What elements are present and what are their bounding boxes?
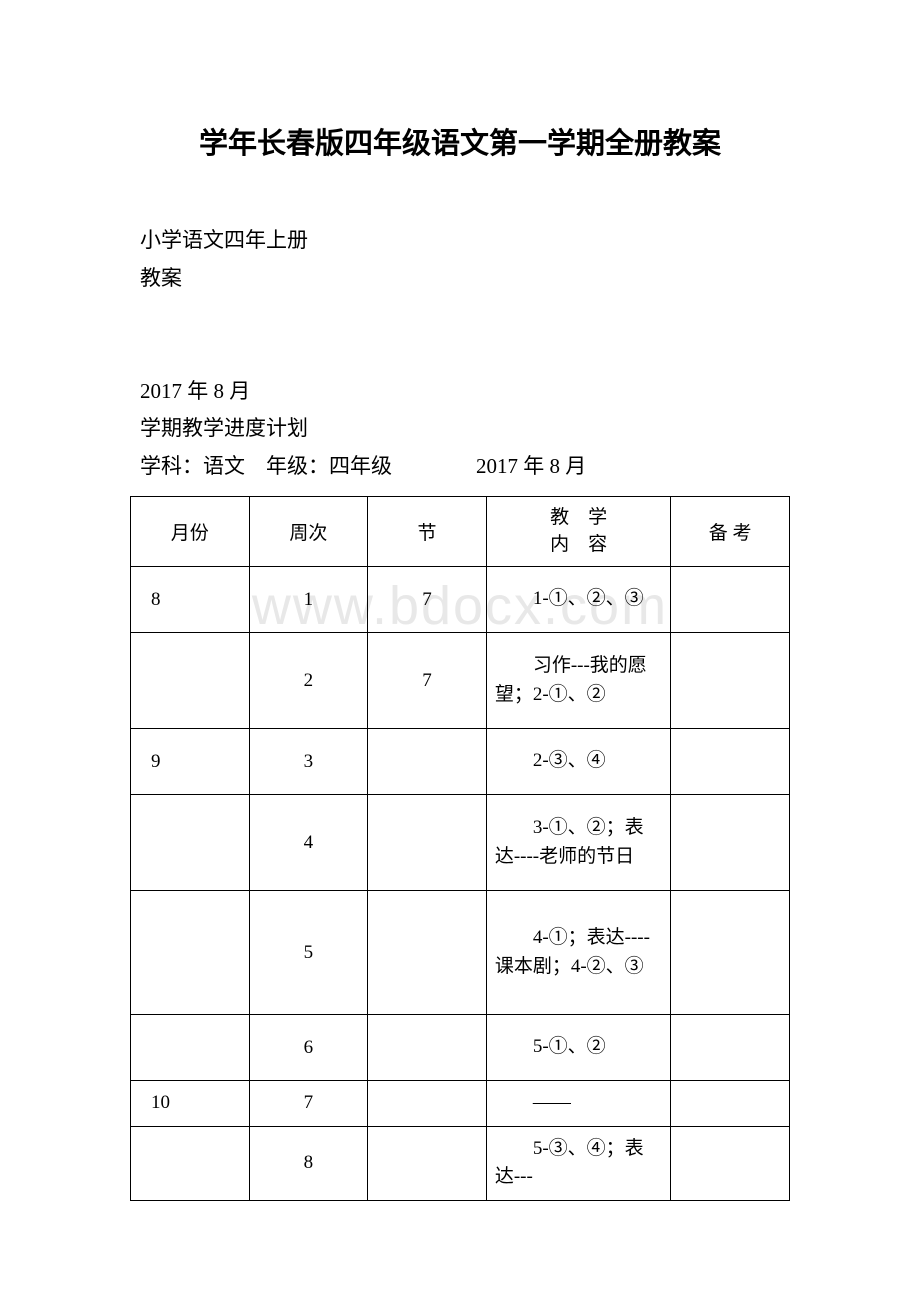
subtitle-1: 小学语文四年上册 <box>140 222 790 260</box>
table-row: 8 5-③、④；表达--- <box>131 1126 790 1200</box>
cell-remark <box>671 567 790 633</box>
table-row: 5 4-①；表达----课本剧；4-②、③ <box>131 891 790 1015</box>
cell-week: 1 <box>249 567 368 633</box>
cell-section <box>368 1126 487 1200</box>
cell-remark <box>671 729 790 795</box>
cell-remark <box>671 891 790 1015</box>
cell-section <box>368 891 487 1015</box>
cell-section: 7 <box>368 633 487 729</box>
cell-week: 3 <box>249 729 368 795</box>
cell-month: 8 <box>131 567 250 633</box>
cell-remark <box>671 633 790 729</box>
header-content: 教 学 内 容 <box>486 496 671 566</box>
table-row: 6 5-①、② <box>131 1015 790 1081</box>
date-line: 2017 年 8 月 <box>140 373 790 411</box>
header-section: 节 <box>368 496 487 566</box>
cell-content: 1-①、②、③ <box>486 567 671 633</box>
cell-remark <box>671 1015 790 1081</box>
table-row: 107 —— <box>131 1081 790 1127</box>
cell-month <box>131 795 250 891</box>
document-content: 学年长春版四年级语文第一学期全册教案 小学语文四年上册 教案 2017 年 8 … <box>130 120 790 1201</box>
cell-week: 2 <box>249 633 368 729</box>
cell-month <box>131 891 250 1015</box>
cell-content: 习作---我的愿望；2-①、② <box>486 633 671 729</box>
document-title: 学年长春版四年级语文第一学期全册教案 <box>130 120 790 162</box>
header-month: 月份 <box>131 496 250 566</box>
cell-month: 9 <box>131 729 250 795</box>
cell-content: 5-③、④；表达--- <box>486 1126 671 1200</box>
cell-section <box>368 729 487 795</box>
cell-content: 5-①、② <box>486 1015 671 1081</box>
cell-month <box>131 1015 250 1081</box>
cell-week: 5 <box>249 891 368 1015</box>
header-remark: 备 考 <box>671 496 790 566</box>
table-row: 4 3-①、②；表达----老师的节日 <box>131 795 790 891</box>
cell-week: 8 <box>249 1126 368 1200</box>
table-header-row: 月份 周次 节 教 学 内 容 备 考 <box>131 496 790 566</box>
cell-content: 3-①、②；表达----老师的节日 <box>486 795 671 891</box>
schedule-table: 月份 周次 节 教 学 内 容 备 考 817 1-①、②、③27 习作---我… <box>130 496 790 1201</box>
cell-month: 10 <box>131 1081 250 1127</box>
cell-content: —— <box>486 1081 671 1127</box>
cell-remark <box>671 1126 790 1200</box>
table-row: 27 习作---我的愿望；2-①、② <box>131 633 790 729</box>
header-content-line2: 内 容 <box>550 534 607 555</box>
cell-week: 4 <box>249 795 368 891</box>
cell-section <box>368 1015 487 1081</box>
cell-month <box>131 1126 250 1200</box>
cell-content: 2-③、④ <box>486 729 671 795</box>
table-row: 817 1-①、②、③ <box>131 567 790 633</box>
cell-section: 7 <box>368 567 487 633</box>
cell-month <box>131 633 250 729</box>
subtitle-2: 教案 <box>140 260 790 298</box>
table-row: 93 2-③、④ <box>131 729 790 795</box>
plan-title: 学期教学进度计划 <box>140 410 790 448</box>
cell-week: 6 <box>249 1015 368 1081</box>
cell-section <box>368 1081 487 1127</box>
header-content-line1: 教 学 <box>550 507 607 528</box>
header-week: 周次 <box>249 496 368 566</box>
cell-remark <box>671 1081 790 1127</box>
cell-content: 4-①；表达----课本剧；4-②、③ <box>486 891 671 1015</box>
cell-remark <box>671 795 790 891</box>
cell-section <box>368 795 487 891</box>
info-line: 学科：语文 年级：四年级 2017 年 8 月 <box>140 448 790 486</box>
cell-week: 7 <box>249 1081 368 1127</box>
